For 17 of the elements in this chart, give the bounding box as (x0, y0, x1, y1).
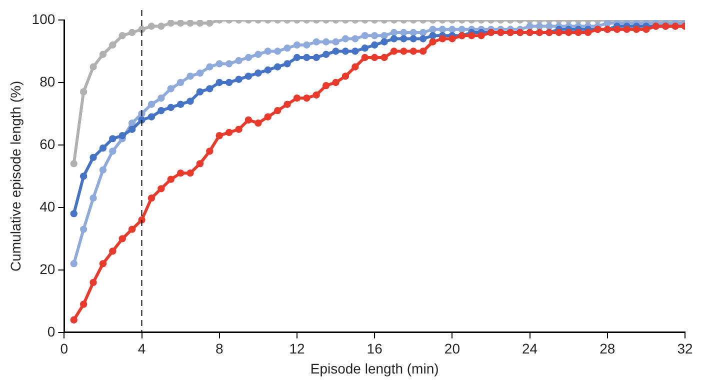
x-tick-label: 4 (138, 340, 146, 357)
y-tick-label: 100 (32, 10, 56, 27)
y-tick-label: 0 (47, 323, 56, 340)
x-axis-title: Episode length (min) (310, 360, 439, 376)
x-tick-label: 28 (600, 340, 616, 357)
x-tick-label: 8 (215, 340, 224, 357)
y-axis-title: Cumulative episode length (%) (7, 80, 24, 272)
x-tick-label: 16 (366, 340, 383, 357)
y-tick-label: 60 (40, 136, 56, 152)
x-tick-label: 24 (522, 340, 538, 357)
x-tick-label: 20 (444, 340, 460, 357)
x-tick-label: 0 (60, 340, 68, 357)
y-tick-label: 40 (40, 198, 56, 214)
x-tick-label: 32 (677, 340, 693, 357)
x-tick-label: 12 (289, 340, 305, 357)
y-tick-label: 80 (40, 73, 56, 90)
y-tick-label: 20 (40, 260, 56, 277)
